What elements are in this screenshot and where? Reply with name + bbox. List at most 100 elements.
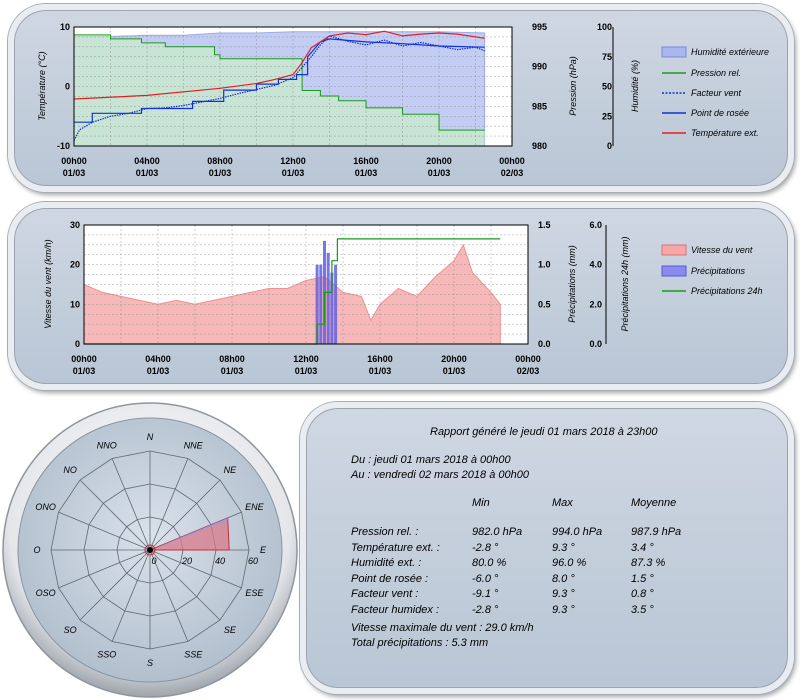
wind-tick: 20 <box>70 260 80 270</box>
pressure-tick: 980 <box>532 141 547 151</box>
temperature-chart: -10 0 10 980 985 990 995 0 25 50 75 100 00h00 01/03 04… <box>37 22 769 178</box>
report-cell-max: 994.0 hPa <box>552 526 603 538</box>
humidity-tick: 100 <box>597 22 612 32</box>
report-cell-label: Facteur humidex : <box>351 603 440 616</box>
wind-chart: 0 10 20 30 0.0 0.5 1.0 1.5 0.0 2.0 4.0 6.0 00h00 01/0… <box>43 220 763 376</box>
rain-bar <box>330 272 334 344</box>
rose-ring-label: 20 <box>181 556 192 566</box>
report-cell-avg: 3.4 ° <box>631 541 654 554</box>
rose-spoke <box>111 549 151 642</box>
wind-axis-label: Vitesse du vent (km/h) <box>43 239 53 328</box>
temperature-line <box>73 30 485 100</box>
x-tick-time: 04h00 <box>145 354 171 364</box>
x-tick-date: 02/03 <box>501 168 524 178</box>
temperature-tick: -10 <box>57 141 70 151</box>
report-cell-avg: 1.5 ° <box>631 572 654 585</box>
rose-spoke <box>149 458 189 551</box>
x-tick-date: 01/03 <box>147 366 170 376</box>
rose-direction-label: SSE <box>184 649 203 659</box>
report-cell-max: 9.3 ° <box>552 541 575 554</box>
rain24-tick: 0.0 <box>589 339 602 349</box>
x-tick-date: 01/03 <box>282 168 305 178</box>
wind-rose: N NNE NE ENE E ESE SE SSE S SSO SO OSO O ONO NO NNO 0 20 4… <box>2 402 298 698</box>
rose-direction-label: OSO <box>36 588 56 598</box>
x-tick-time: 08h00 <box>207 156 233 166</box>
header-avg: Moyenne <box>631 497 677 509</box>
x-tick-date: 01/03 <box>73 366 96 376</box>
legend-swatch-wind <box>661 244 687 256</box>
rose-spoke <box>79 549 151 621</box>
dewpoint-line <box>74 38 485 123</box>
header-max: Max <box>552 497 573 509</box>
rain-tick: 0.5 <box>538 299 551 309</box>
x-tick-date: 02/03 <box>517 366 540 376</box>
rose-direction-label: O <box>33 545 40 555</box>
report-cell-avg: 3.5 ° <box>631 603 654 616</box>
rain-bar <box>334 264 338 344</box>
humidity-tick: 50 <box>602 82 612 92</box>
legend-label-dewpoint: Point de rosée <box>691 108 749 118</box>
rose-ring-label: 40 <box>215 556 225 566</box>
rain-bar <box>315 264 319 344</box>
report-cell-min: -2.8 ° <box>472 541 499 554</box>
rose-direction-label: NO <box>63 465 77 475</box>
x-tick-time: 12h00 <box>293 354 319 364</box>
x-tick-time: 00h00 <box>515 354 541 364</box>
rose-direction-label: NNE <box>184 441 204 451</box>
x-tick-date: 01/03 <box>63 168 86 178</box>
report-total-rain: Total précipitations : 5.3 mm <box>351 637 489 649</box>
report-cell-min: 982.0 hPa <box>472 526 523 538</box>
rose-spoke <box>149 479 221 551</box>
x-tick-date: 01/03 <box>209 168 232 178</box>
rose-center <box>147 547 153 553</box>
pressure-tick: 985 <box>532 101 547 111</box>
wind-chart-panel: 0 10 20 30 0.0 0.5 1.0 1.5 0.0 2.0 4.0 6.0 00h00 01/0… <box>8 202 794 390</box>
report-cell-label: Pression rel. : <box>351 526 419 538</box>
x-tick-time: 20h00 <box>441 354 467 364</box>
humidity-tick: 0 <box>607 141 612 151</box>
humidity-tick: 75 <box>602 52 612 62</box>
report-cell-min: -6.0 ° <box>472 572 499 585</box>
rose-direction-label: NNO <box>97 441 117 451</box>
report-cell-avg: 0.8 ° <box>631 588 654 600</box>
x-tick-date: 01/03 <box>443 366 466 376</box>
report-cell-label: Facteur vent : <box>351 588 419 600</box>
rose-ring-label: 0 <box>151 556 156 566</box>
rose-direction-label: ONO <box>35 502 56 512</box>
rain-tick: 0.0 <box>538 339 551 349</box>
legend-swatch-humidity <box>661 46 687 58</box>
report-panel: Rapport généré le jeudi 01 mars 2018 à 2… <box>300 402 794 694</box>
rain24-tick: 6.0 <box>589 220 602 230</box>
rain-axis-label: Précipitations (mm) <box>567 245 577 323</box>
x-tick-time: 16h00 <box>353 156 379 166</box>
rain-tick: 1.5 <box>538 220 551 230</box>
legend-label-wind: Vitesse du vent <box>691 245 753 255</box>
x-tick-time: 00h00 <box>71 354 97 364</box>
x-tick-date: 01/03 <box>355 168 378 178</box>
rain-tick: 1.0 <box>538 260 551 270</box>
x-tick-time: 00h00 <box>61 156 87 166</box>
pressure-axis-label: Pression (hPa) <box>568 56 578 116</box>
pressure-tick: 990 <box>532 62 547 72</box>
report-cell-max: 8.0 ° <box>552 572 575 585</box>
legend-label-pressure: Pression rel. <box>691 68 741 78</box>
rose-direction-label: N <box>147 432 154 442</box>
rose-spoke <box>111 458 151 551</box>
rose-direction-label: ENE <box>245 502 265 512</box>
rose-direction-label: SO <box>64 625 77 635</box>
rose-spoke <box>149 549 242 589</box>
legend-label-humidity: Humidité extérieure <box>691 47 769 57</box>
legend-swatch-rain <box>661 265 687 277</box>
rose-direction-label: ESE <box>245 588 264 598</box>
x-tick-date: 01/03 <box>136 168 159 178</box>
header-min: Min <box>472 497 490 509</box>
x-tick-time: 12h00 <box>280 156 306 166</box>
x-tick-time: 00h00 <box>499 156 525 166</box>
rose-spoke <box>149 549 189 642</box>
report-title: Rapport généré le jeudi 01 mars 2018 à 2… <box>430 426 658 438</box>
rain-bar <box>319 264 323 344</box>
rose-spoke <box>79 479 151 551</box>
temperature-axis-label: Température (°C) <box>37 51 47 120</box>
rose-direction-label: S <box>147 658 153 668</box>
x-tick-time: 08h00 <box>219 354 245 364</box>
